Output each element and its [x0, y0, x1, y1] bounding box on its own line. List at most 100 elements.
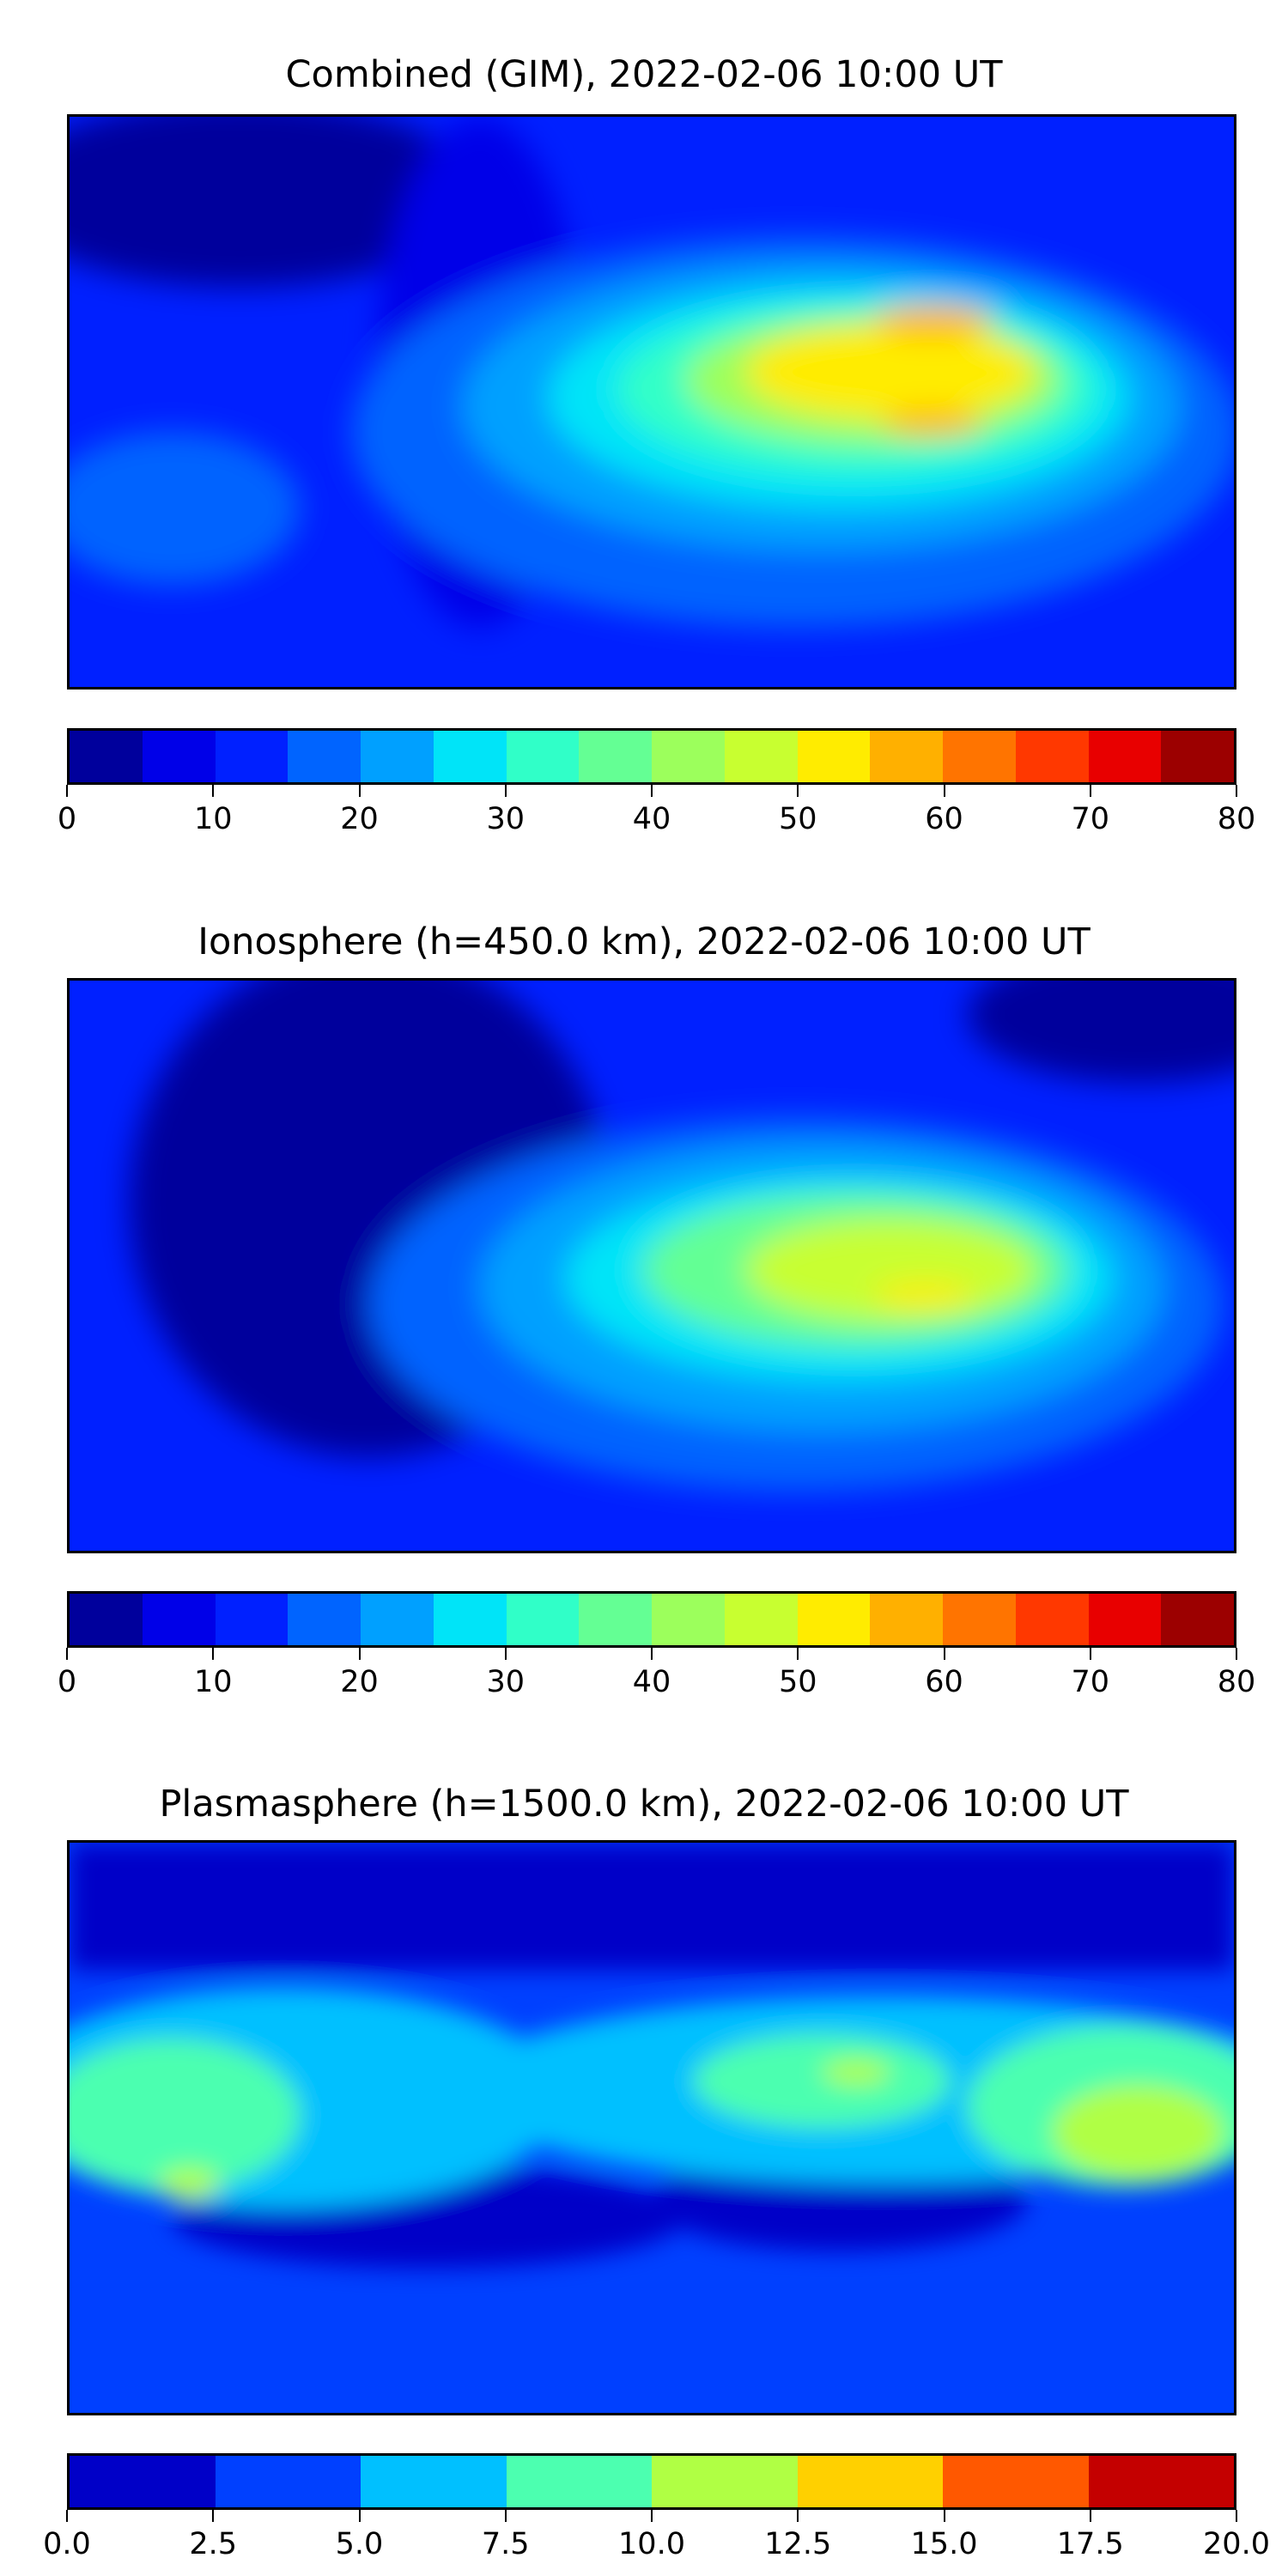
- colorbar-bin: [943, 1594, 1016, 1645]
- peak-region: [159, 2167, 220, 2199]
- map-ionosphere: [67, 978, 1236, 1553]
- colorbar-bin: [1161, 731, 1234, 782]
- tick-label: 2.5: [189, 2527, 238, 2561]
- tick-mark: [358, 2510, 361, 2522]
- title-plasmasphere: Plasmasphere (h=1500.0 km), 2022-02-06 1…: [159, 1783, 1129, 1826]
- tick-label: 70: [1071, 1665, 1110, 1699]
- colorbar-bin: [70, 731, 143, 782]
- tick-mark: [1089, 785, 1091, 797]
- colorbar-ticks-combined: 0 10 20 30 40 50 60 70 80: [58, 785, 1255, 836]
- tick-label: 20: [340, 802, 379, 836]
- tick-label: 60: [925, 802, 963, 836]
- tick-mark: [1236, 2510, 1237, 2522]
- tick-mark: [504, 1648, 507, 1660]
- colorbar-bin: [797, 2456, 943, 2507]
- tick-label: 10.0: [618, 2527, 685, 2561]
- tick-label: 12.5: [764, 2527, 832, 2561]
- tick-mark: [1236, 1648, 1237, 1660]
- tick-mark: [212, 785, 215, 797]
- tick-label: 15.0: [910, 2527, 978, 2561]
- map-plasmasphere: [67, 1840, 1236, 2415]
- colorbar-bin: [797, 1594, 871, 1645]
- tick-mark: [212, 1648, 215, 1660]
- colorbar-bin: [506, 1594, 580, 1645]
- colorbar-bin: [215, 2456, 361, 2507]
- peak-region: [872, 306, 993, 337]
- low-region: [967, 981, 1234, 1083]
- tick-mark: [66, 1648, 68, 1660]
- colorbar-bin: [1088, 731, 1162, 782]
- colorbar-bin: [797, 731, 871, 782]
- peak-region: [872, 1281, 976, 1309]
- peak-region: [1052, 2085, 1224, 2179]
- tick-label: 80: [1217, 1665, 1256, 1699]
- colorbar-bin: [433, 731, 507, 782]
- title-ionosphere: Ionosphere (h=450.0 km), 2022-02-06 10:0…: [197, 920, 1091, 963]
- peak-region: [744, 325, 1036, 419]
- tick-label: 0.0: [43, 2527, 91, 2561]
- colorbar-bin: [70, 1594, 143, 1645]
- tick-label: 0: [57, 802, 77, 836]
- tick-mark: [1236, 785, 1237, 797]
- colorbar-bin: [870, 731, 943, 782]
- low-region: [70, 1843, 1234, 1971]
- tick-mark: [797, 2510, 799, 2522]
- tick-label: 30: [486, 802, 526, 836]
- colorbar-bin: [943, 731, 1016, 782]
- tick-label: 0: [57, 1665, 77, 1699]
- colorbar-bin: [361, 1594, 434, 1645]
- colorbar-bin: [1088, 2456, 1234, 2507]
- tick-label: 10: [193, 1665, 233, 1699]
- mid-region: [70, 431, 301, 586]
- tick-label: 40: [632, 802, 671, 836]
- tick-label: 60: [925, 1665, 963, 1699]
- tick-label: 40: [632, 1665, 671, 1699]
- tick-mark: [651, 2510, 653, 2522]
- colorbar-bin: [433, 1594, 507, 1645]
- tick-mark: [651, 785, 653, 797]
- tick-label: 20: [340, 1665, 379, 1699]
- colorbar-bin: [361, 2456, 507, 2507]
- colorbar-bin: [215, 731, 289, 782]
- colorbar-bin: [579, 731, 652, 782]
- tick-mark: [212, 2510, 215, 2522]
- colorbar-plasmasphere: [67, 2453, 1236, 2510]
- tick-mark: [1089, 1648, 1091, 1660]
- colorbar-bin: [142, 731, 216, 782]
- map-combined: [67, 114, 1236, 690]
- colorbar-bin: [579, 1594, 652, 1645]
- colorbar-bin: [1088, 1594, 1162, 1645]
- peak-region: [822, 2059, 890, 2086]
- tick-mark: [358, 785, 361, 797]
- colorbar-bin: [288, 731, 361, 782]
- title-combined: Combined (GIM), 2022-02-06 10:00 UT: [285, 53, 1003, 96]
- colorbar-bin: [506, 2456, 652, 2507]
- tick-label: 20.0: [1203, 2527, 1270, 2561]
- high-region: [70, 2038, 301, 2192]
- colorbar-bin: [724, 1594, 798, 1645]
- tick-label: 50: [778, 802, 817, 836]
- colorbar-ticks-ionosphere: 0 10 20 30 40 50 60 70 80: [58, 1648, 1255, 1699]
- tick-mark: [358, 1648, 361, 1660]
- colorbar-bin: [1161, 1594, 1234, 1645]
- tick-mark: [504, 2510, 507, 2522]
- colorbar-bin: [652, 1594, 725, 1645]
- colorbar-ticks-plasmasphere: 0.0 2.5 5.0 7.5 10.0 12.5 15.0 17.5 20.0: [43, 2510, 1270, 2561]
- tick-mark: [943, 2510, 945, 2522]
- tick-label: 5.0: [335, 2527, 384, 2561]
- colorbar-bin: [652, 2456, 798, 2507]
- colorbar-bin: [142, 1594, 216, 1645]
- tick-mark: [66, 2510, 68, 2522]
- tick-mark: [943, 785, 945, 797]
- tick-label: 50: [778, 1665, 817, 1699]
- colorbar-bin: [943, 2456, 1089, 2507]
- peak-region: [881, 410, 985, 436]
- colorbar-bin: [1015, 1594, 1089, 1645]
- tick-label: 10: [193, 802, 233, 836]
- tick-label: 30: [486, 1665, 526, 1699]
- high-region: [693, 2033, 951, 2128]
- tick-label: 7.5: [481, 2527, 530, 2561]
- colorbar-bin: [70, 2456, 216, 2507]
- tick-mark: [797, 1648, 799, 1660]
- low-region: [70, 117, 480, 288]
